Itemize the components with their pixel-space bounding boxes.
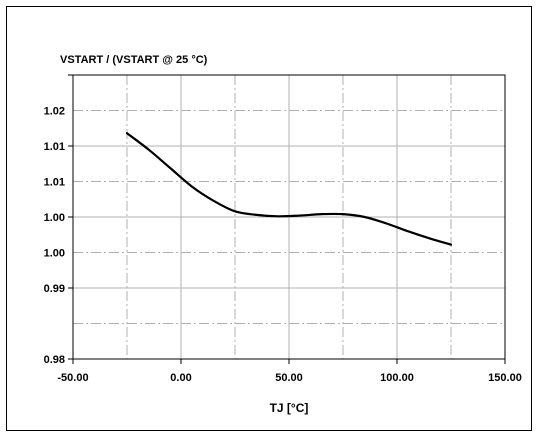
y-axis-label: VSTART / (VSTART @ 25 °C) [60,54,208,66]
y-tick-label-4: 1.01 [44,177,65,189]
x-tick-label-2: 50.00 [275,372,303,384]
label-layer: VSTART / (VSTART @ 25 °C) TJ [°C] -50.00… [44,54,522,415]
axis-layer [68,74,506,364]
y-tick-label-1: 0.99 [44,283,65,295]
x-tick-label-1: 0.00 [170,372,191,384]
series-line-0 [125,132,453,246]
x-tick-label-4: 150.00 [488,372,522,384]
chart-frame [6,6,532,431]
x-tick-label-0: -50.00 [57,372,88,384]
x-axis-label: TJ [°C] [270,401,309,415]
series-layer [125,132,453,246]
y-tick-label-5: 1.01 [44,141,65,153]
y-tick-label-0: 0.98 [44,354,65,366]
y-tick-label-3: 1.00 [44,212,65,224]
x-tick-label-3: 100.00 [380,372,414,384]
y-tick-label-2: 1.00 [44,248,65,260]
y-tick-label-6: 1.02 [44,106,65,118]
